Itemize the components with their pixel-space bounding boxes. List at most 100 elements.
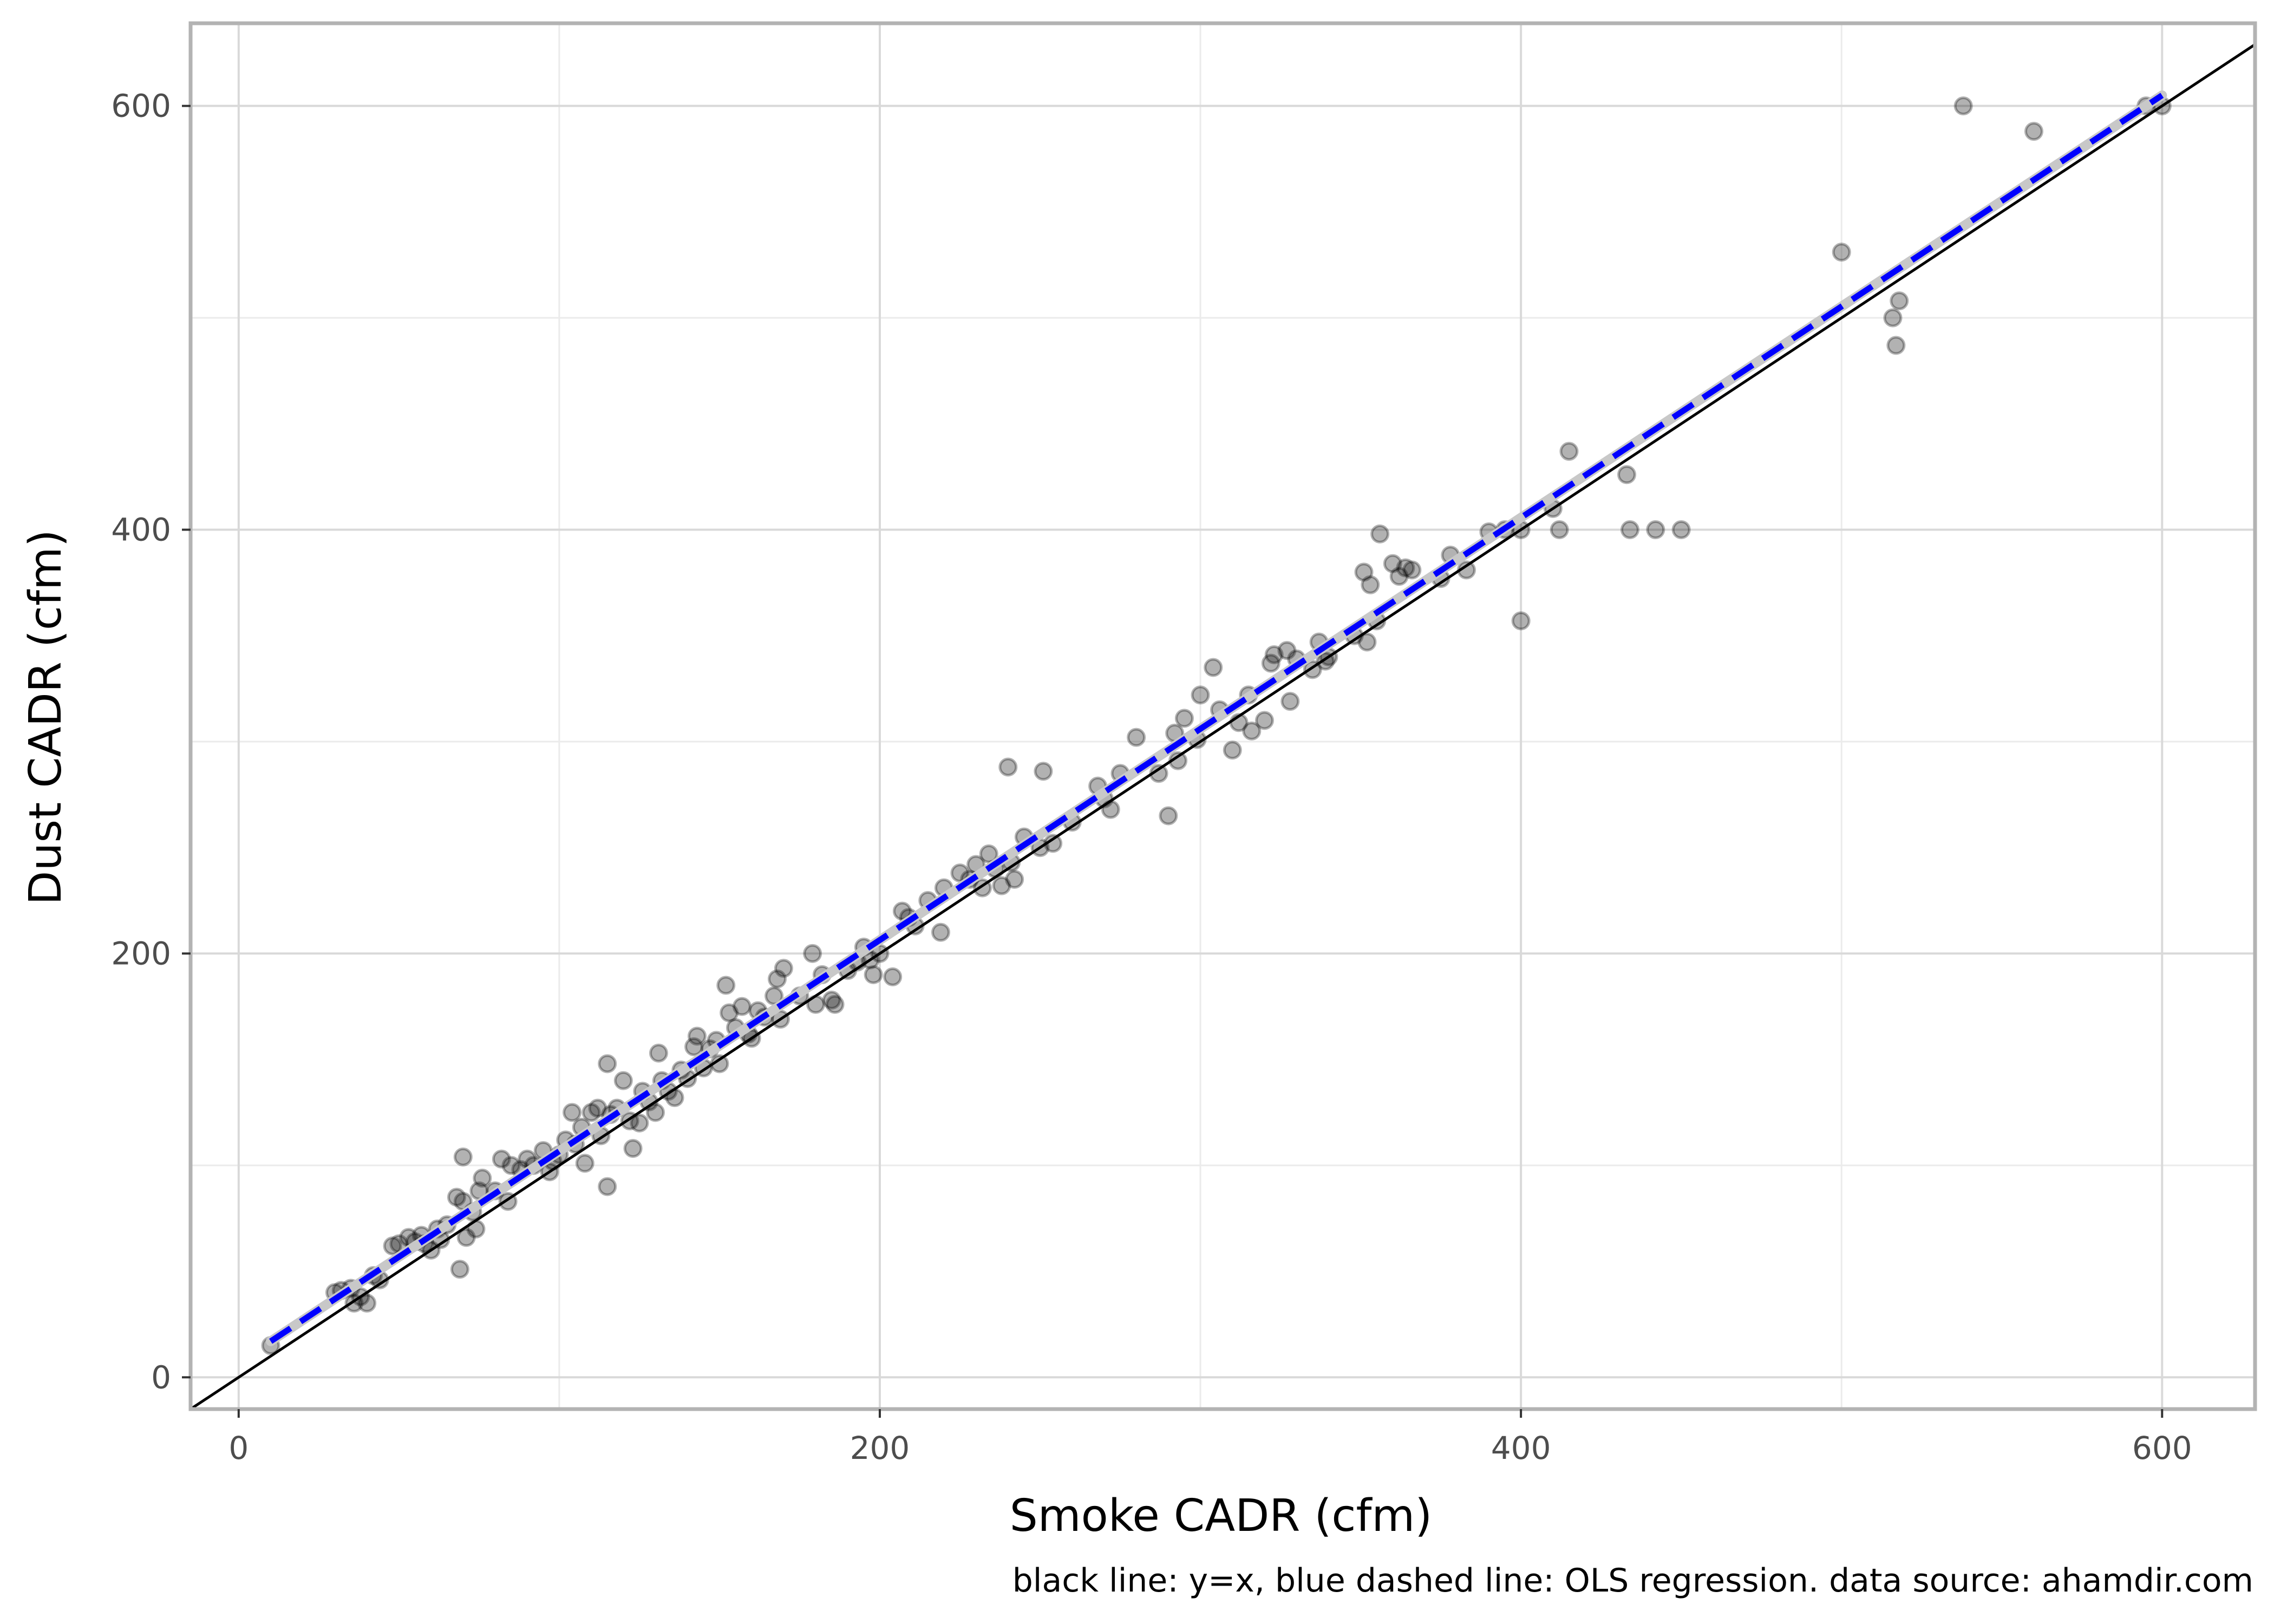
data-point: [1620, 520, 1639, 540]
data-point: [1005, 869, 1024, 889]
data-point: [1316, 651, 1335, 671]
reference-line-layer: [190, 43, 2256, 1411]
data-point: [1511, 611, 1531, 631]
data-point: [620, 1111, 639, 1131]
data-points: [261, 96, 2172, 1355]
data-point: [972, 878, 992, 898]
data-point: [598, 1177, 617, 1196]
y-tick-label: 600: [111, 88, 171, 125]
data-point: [1174, 709, 1194, 728]
data-point: [2024, 122, 2043, 141]
plot-panel-border: [188, 21, 2257, 1411]
data-point: [473, 1168, 492, 1188]
data-point: [1361, 575, 1380, 594]
y-axis-ticks: 0 200 400 600: [111, 88, 191, 1396]
data-point: [646, 1103, 665, 1122]
data-point: [630, 1114, 649, 1133]
data-point: [1264, 645, 1284, 664]
data-point: [1223, 741, 1242, 760]
data-point: [575, 1154, 594, 1173]
data-point: [710, 1054, 729, 1073]
data-point: [1646, 520, 1665, 540]
x-tick-label: 400: [1491, 1430, 1551, 1466]
data-point: [1370, 524, 1390, 543]
data-point: [1832, 243, 1851, 262]
x-tick-label: 600: [2132, 1430, 2192, 1466]
y-tick-label: 200: [111, 935, 171, 972]
data-point: [501, 1156, 521, 1175]
data-point: [1357, 632, 1377, 652]
data-point: [581, 1103, 601, 1122]
data-point: [1043, 834, 1063, 853]
y-tick-label: 400: [111, 512, 171, 548]
data-point: [588, 1098, 607, 1118]
data-point: [344, 1293, 364, 1313]
data-point: [453, 1147, 473, 1167]
x-tick-label: 0: [228, 1430, 249, 1466]
data-point: [447, 1188, 466, 1207]
x-tick-label: 200: [850, 1430, 910, 1466]
data-point: [613, 1071, 633, 1090]
data-point: [1886, 336, 1906, 355]
data-point: [883, 967, 903, 986]
data-point: [1402, 560, 1422, 580]
x-axis-ticks: 0 200 400 600: [228, 1409, 2192, 1466]
data-point: [864, 965, 883, 985]
data-point: [1149, 764, 1168, 783]
data-point: [825, 994, 845, 1014]
data-point: [950, 863, 970, 883]
data-point: [892, 901, 912, 921]
regression-line-ols: [269, 93, 2164, 1344]
chart-caption: black line: y=x, blue dashed line: OLS r…: [1012, 1562, 2253, 1600]
data-point: [1354, 562, 1374, 582]
data-point: [1277, 641, 1297, 660]
data-point: [732, 997, 752, 1016]
data-point: [1456, 560, 1476, 580]
data-point: [998, 757, 1018, 777]
data-point: [1280, 692, 1300, 711]
data-point: [1396, 558, 1415, 578]
data-point: [1303, 660, 1322, 679]
data-point: [1168, 751, 1188, 770]
data-point: [498, 1191, 518, 1211]
data-point: [623, 1139, 643, 1158]
data-point: [1953, 96, 1973, 116]
data-point: [806, 994, 826, 1014]
data-point: [1261, 653, 1280, 673]
data-point: [383, 1236, 402, 1256]
data-point: [774, 959, 793, 978]
data-point: [979, 844, 998, 863]
data-point: [684, 1037, 704, 1057]
data-point: [450, 1260, 469, 1279]
data-point: [649, 1043, 668, 1063]
reference-line-y-equals-x: [190, 43, 2256, 1411]
data-point: [1550, 520, 1569, 540]
major-gridlines: [191, 23, 2255, 1409]
data-point: [563, 1103, 582, 1122]
regression-line-layer: [266, 90, 2167, 1346]
data-point: [768, 969, 787, 988]
data-point: [822, 991, 841, 1010]
data-point: [492, 1149, 511, 1169]
data-point: [1101, 800, 1120, 819]
data-point: [1242, 721, 1262, 741]
data-point: [1617, 465, 1637, 484]
data-point: [1191, 685, 1210, 705]
data-point: [456, 1228, 476, 1247]
x-axis-title: Smoke CADR (cfm): [1010, 1490, 1433, 1542]
data-point: [1671, 520, 1691, 540]
data-point: [1127, 728, 1146, 747]
y-tick-label: 0: [151, 1359, 171, 1396]
data-point: [1890, 291, 1909, 311]
data-point: [1159, 806, 1178, 826]
data-point: [357, 1293, 377, 1313]
data-point: [720, 1003, 739, 1023]
data-point: [540, 1162, 559, 1182]
data-point: [421, 1240, 441, 1260]
data-point: [466, 1219, 486, 1239]
data-point: [1383, 554, 1402, 573]
data-point: [1254, 711, 1274, 730]
data-point: [1559, 442, 1579, 461]
data-point: [716, 975, 736, 995]
